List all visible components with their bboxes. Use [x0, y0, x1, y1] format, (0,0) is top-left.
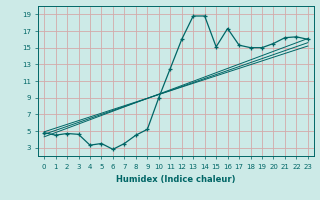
X-axis label: Humidex (Indice chaleur): Humidex (Indice chaleur)	[116, 175, 236, 184]
